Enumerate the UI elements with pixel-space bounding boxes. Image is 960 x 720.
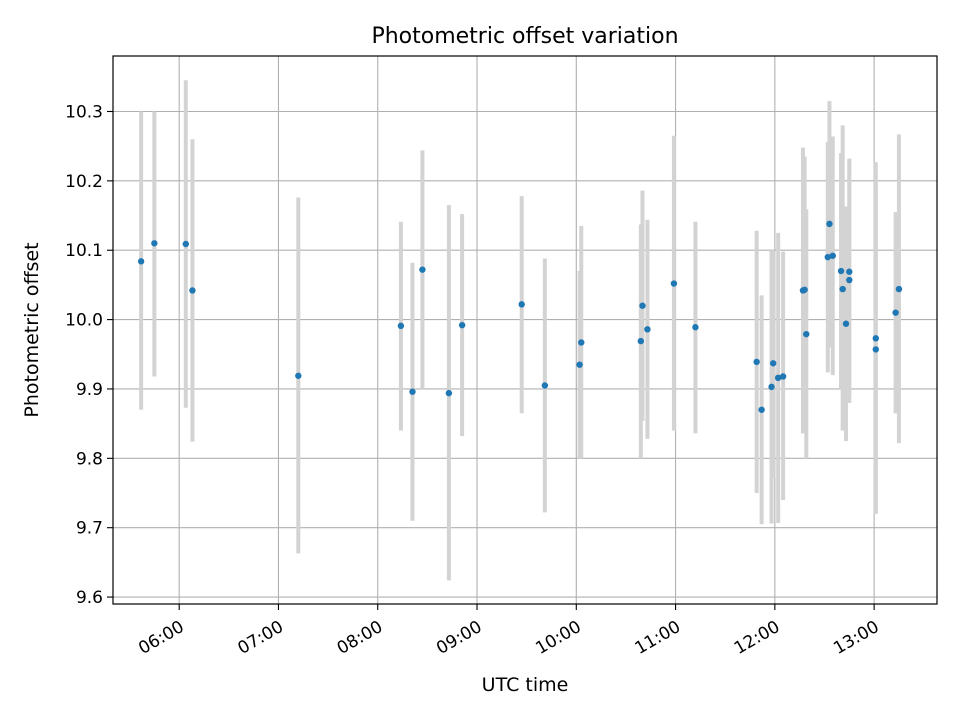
y-tick-label: 9.7 (76, 519, 103, 539)
data-point (803, 330, 810, 338)
data-point (842, 320, 850, 327)
data-point (753, 358, 760, 366)
data-point (644, 326, 651, 333)
y-axis-ticks: 9.6 9.7 9.8 9.9 10.0 10.1 10.2 10.3 (65, 102, 113, 608)
data-point (837, 267, 845, 275)
data-point (774, 374, 782, 382)
data-point (419, 266, 426, 273)
y-tick-label: 10.0 (65, 311, 103, 331)
data-point (846, 268, 853, 275)
data-point (758, 406, 765, 413)
y-tick-label: 10.1 (65, 241, 103, 261)
data-point (189, 287, 196, 294)
data-point (518, 301, 525, 308)
data-point (182, 240, 190, 248)
data-point (692, 324, 699, 331)
data-point (824, 253, 831, 261)
data-point (541, 382, 549, 389)
chart-title: Photometric offset variation (371, 24, 678, 49)
data-point (445, 389, 453, 397)
data-point (839, 285, 846, 293)
y-tick-label: 9.8 (76, 449, 103, 469)
data-point (397, 322, 405, 330)
data-point (639, 302, 646, 309)
point-layer (137, 220, 903, 413)
data-point (826, 220, 833, 228)
data-point (846, 276, 853, 284)
data-point (576, 361, 583, 368)
data-point (892, 309, 899, 316)
y-tick-label: 9.9 (76, 380, 103, 400)
y-tick-label: 10.3 (65, 102, 103, 122)
data-point (409, 388, 416, 395)
y-tick-label: 10.2 (65, 172, 103, 192)
x-axis-label: UTC time (482, 674, 569, 696)
data-point (872, 346, 879, 353)
data-point (872, 335, 879, 342)
data-point (137, 258, 145, 265)
data-point (801, 286, 808, 293)
plot-frame (112, 55, 938, 605)
data-point (578, 339, 585, 346)
data-point (458, 321, 466, 329)
data-point (779, 373, 787, 380)
data-point (768, 383, 775, 391)
data-point (637, 337, 645, 345)
data-point (295, 372, 302, 379)
y-axis-label: Photometric offset (21, 242, 43, 417)
data-point (769, 360, 777, 367)
y-tick-label: 9.6 (76, 588, 103, 608)
data-point (670, 280, 678, 287)
data-point (895, 285, 903, 293)
data-point (829, 252, 836, 259)
data-point (151, 240, 158, 247)
